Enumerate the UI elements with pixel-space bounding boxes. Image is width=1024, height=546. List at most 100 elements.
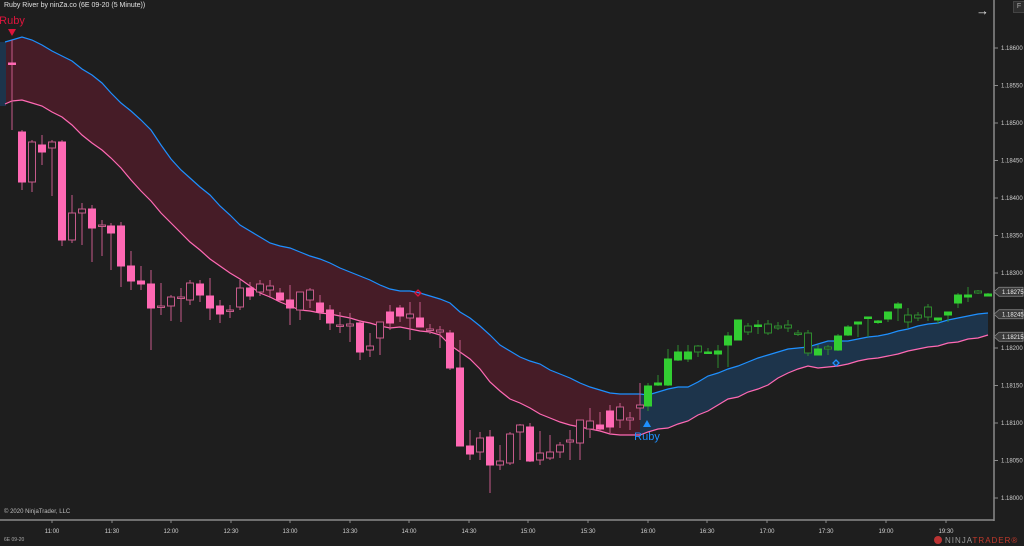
candle: [266, 280, 274, 298]
bull-diamond-icon: [832, 359, 840, 367]
x-tick-label: 17:30: [818, 529, 834, 535]
f-button[interactable]: F: [1013, 1, 1024, 13]
candle: [616, 403, 624, 428]
x-tick-label: 12:30: [223, 529, 239, 535]
candle: [824, 345, 832, 355]
candle: [784, 320, 792, 332]
candle: [246, 282, 254, 300]
chart-title: Ruby River by ninZa.co (6E 09-20 (5 Minu…: [4, 2, 146, 9]
x-tick-label: 17:00: [759, 529, 775, 535]
candle: [984, 293, 992, 297]
price-tag: 1.18245: [993, 309, 1024, 320]
candle: [684, 345, 692, 362]
candle: [8, 40, 16, 130]
candle: [98, 220, 106, 256]
candle: [276, 288, 284, 302]
candle: [654, 375, 662, 386]
candle: [974, 290, 982, 294]
ruby-river-band: [0, 36, 989, 436]
candle: [286, 285, 294, 325]
x-tick-label: 14:30: [461, 529, 477, 535]
candle: [606, 405, 614, 433]
price-tag: 1.18215: [993, 331, 1024, 342]
candle: [196, 280, 204, 302]
candle: [914, 312, 922, 321]
candle: [226, 305, 234, 318]
arrow-right-icon[interactable]: →: [976, 3, 989, 18]
y-tick-label: 1.18550: [1001, 84, 1023, 90]
candle: [596, 412, 604, 431]
candle: [924, 304, 932, 321]
candle: [117, 222, 125, 287]
y-tick-label: 1.18100: [1001, 421, 1023, 427]
candle: [58, 140, 66, 246]
candle: [586, 408, 594, 438]
candle: [734, 319, 742, 341]
candle: [526, 423, 534, 462]
lower-band-line: [4, 99, 989, 436]
candle: [566, 430, 574, 460]
y-tick-label: 1.18450: [1001, 159, 1023, 165]
copyright-text: © 2020 NinjaTrader, LLC: [4, 509, 71, 515]
candle: [107, 223, 115, 270]
candle: [157, 283, 165, 315]
candle: [954, 293, 962, 308]
candle: [486, 430, 494, 493]
x-tick-label: 19:30: [938, 529, 954, 535]
candle: [326, 305, 334, 330]
candle: [794, 330, 802, 336]
candle: [177, 288, 185, 322]
candle: [576, 419, 584, 460]
y-tick-label: 1.18500: [1001, 121, 1023, 127]
x-tick-label: 13:30: [342, 529, 358, 535]
svg-text:1.18275: 1.18275: [1002, 290, 1024, 296]
candle: [88, 205, 96, 262]
instrument-label: 6E 09-20: [4, 537, 25, 543]
candle: [774, 322, 782, 330]
candle: [536, 431, 544, 465]
y-tick-label: 1.18050: [1001, 459, 1023, 465]
candle: [506, 432, 514, 465]
y-tick-label: 1.18000: [1001, 496, 1023, 502]
candle: [456, 340, 464, 447]
candle: [894, 302, 902, 321]
x-tick-label: 19:00: [878, 529, 894, 535]
axes: 11:00 11:30 12:00 12:30 13:00 13:30 14:00 14:30…: [0, 0, 1024, 535]
svg-text:1.18215: 1.18215: [1002, 335, 1024, 341]
price-tag: 1.18275: [993, 286, 1024, 297]
candle: [704, 348, 712, 354]
x-tick-label: 16:00: [640, 529, 656, 535]
ninjatrader-logo: NINJATRADER®: [934, 536, 1018, 545]
candle: [127, 251, 135, 290]
candle: [356, 320, 364, 360]
candle: [346, 313, 354, 342]
candle: [376, 321, 384, 355]
buy-signal-arrow-icon: [643, 420, 651, 427]
y-tick-label: 1.18400: [1001, 196, 1023, 202]
candle: [396, 305, 404, 322]
candle: [386, 305, 394, 330]
candle: [934, 317, 942, 324]
candle: [436, 326, 444, 348]
candle: [674, 345, 682, 361]
candle: [724, 332, 732, 367]
signal-label: Ruby: [0, 15, 25, 27]
candle: [366, 333, 374, 357]
x-tick-label: 16:30: [699, 529, 715, 535]
candle: [306, 288, 314, 308]
x-tick-label: 11:30: [105, 529, 120, 535]
candle: [854, 321, 862, 337]
candle: [48, 140, 56, 196]
candle: [466, 430, 474, 460]
y-tick-label: 1.18300: [1001, 271, 1023, 277]
candle: [844, 325, 852, 336]
candle: [644, 383, 652, 411]
candle: [78, 203, 86, 245]
candle: [864, 316, 872, 337]
candle: [744, 323, 752, 335]
candle: [804, 330, 812, 356]
candle: [296, 291, 304, 320]
candle: [626, 412, 634, 430]
x-tick-label: 12:00: [163, 529, 179, 535]
